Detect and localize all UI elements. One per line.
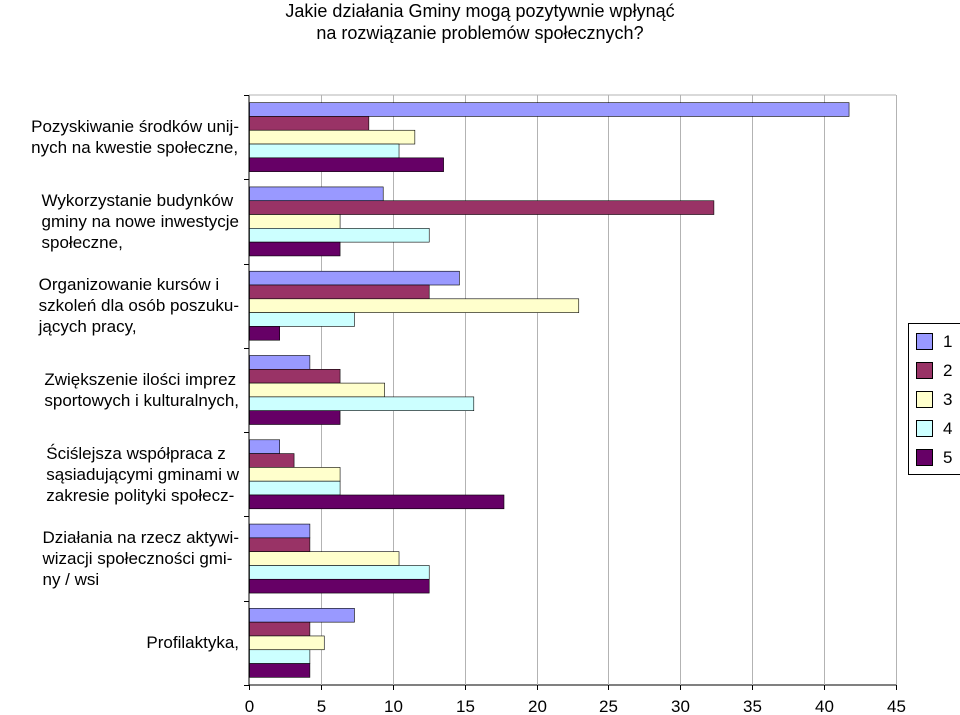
bar-series-1-category-6 bbox=[249, 523, 311, 539]
chart-title-line-2: na rozwiązanie problemów społecznych? bbox=[316, 23, 644, 43]
x-tick-label: 40 bbox=[815, 697, 834, 715]
bar-series-2-category-2 bbox=[249, 200, 715, 215]
chart-title-line-1: Jakie działania Gminy mogą pozytywnie wp… bbox=[285, 1, 675, 21]
legend-item-5: 5 bbox=[916, 448, 960, 468]
bar-series-2-category-3 bbox=[249, 284, 430, 300]
bar-series-5-category-1 bbox=[249, 157, 444, 172]
bar-series-3-category-2 bbox=[249, 214, 341, 229]
bar-series-5-category-2 bbox=[249, 241, 341, 257]
legend-swatch bbox=[916, 333, 933, 350]
bar-series-3-category-5 bbox=[249, 467, 341, 482]
category-label-2: Wykorzystanie budynków gminy na nowe inw… bbox=[41, 191, 239, 252]
chart-title: Jakie działania Gminy mogą pozytywnie wp… bbox=[200, 0, 760, 44]
category-label-5: Ściślejsza współpraca z sąsiadującymi gm… bbox=[46, 444, 239, 505]
bar-series-1-category-3 bbox=[249, 270, 460, 286]
legend-label: 4 bbox=[943, 419, 953, 438]
x-tick-label: 45 bbox=[887, 697, 906, 715]
bar-series-1-category-7 bbox=[249, 608, 355, 623]
legend-item-2: 2 bbox=[916, 361, 960, 381]
bar-series-5-category-6 bbox=[249, 578, 430, 594]
legend-label: 2 bbox=[943, 361, 953, 380]
bar-series-5-category-7 bbox=[249, 663, 311, 678]
x-tick-label: 20 bbox=[528, 697, 547, 715]
category-label-7: Profilaktyka, bbox=[146, 633, 239, 652]
legend-item-1: 1 bbox=[916, 332, 960, 352]
bar-series-1-category-5 bbox=[249, 439, 280, 454]
legend-label: 5 bbox=[943, 448, 953, 467]
bar-series-3-category-6 bbox=[249, 551, 400, 566]
chart-legend: 1 2 3 4 5 bbox=[908, 323, 960, 475]
x-tick-label: 35 bbox=[743, 697, 762, 715]
category-label-3: Organizowanie kursów i szkoleń dla osób … bbox=[38, 275, 239, 336]
category-label-4: Zwiększenie ilości imprez sportowych i k… bbox=[44, 370, 239, 410]
bar-series-3-category-1 bbox=[249, 129, 416, 145]
legend-item-3: 3 bbox=[916, 390, 960, 410]
bar-series-4-category-4 bbox=[249, 396, 475, 411]
bar-series-1-category-2 bbox=[249, 186, 384, 202]
bar-series-2-category-1 bbox=[249, 116, 370, 131]
x-tick-label: 5 bbox=[317, 697, 326, 715]
bar-series-5-category-3 bbox=[249, 326, 280, 341]
legend-swatch bbox=[916, 391, 933, 408]
bar-series-4-category-2 bbox=[249, 228, 430, 243]
bar-series-4-category-6 bbox=[249, 565, 430, 580]
bar-series-5-category-4 bbox=[249, 410, 341, 425]
legend-label: 1 bbox=[943, 332, 953, 351]
category-label-1: Pozyskiwanie środków unij- nych na kwest… bbox=[31, 117, 239, 157]
bar-series-4-category-1 bbox=[249, 143, 400, 159]
bar-series-1-category-4 bbox=[249, 355, 311, 370]
legend-item-4: 4 bbox=[916, 419, 960, 439]
bar-series-4-category-3 bbox=[249, 312, 355, 327]
bar-series-3-category-7 bbox=[249, 635, 325, 651]
bar-series-1-category-1 bbox=[249, 102, 850, 117]
bar-series-2-category-6 bbox=[249, 537, 311, 552]
bar-series-4-category-7 bbox=[249, 649, 311, 664]
x-tick-label: 25 bbox=[599, 697, 618, 715]
legend-swatch bbox=[916, 420, 933, 437]
legend-label: 3 bbox=[943, 390, 953, 409]
bar-series-3-category-4 bbox=[249, 382, 385, 398]
x-tick-label: 10 bbox=[384, 697, 403, 715]
x-tick-label: 15 bbox=[456, 697, 475, 715]
legend-swatch bbox=[916, 362, 933, 379]
x-tick-label: 0 bbox=[245, 697, 254, 715]
bar-series-3-category-3 bbox=[249, 298, 580, 313]
category-label-6: Działania na rzecz aktywi- wizacji społe… bbox=[42, 528, 239, 589]
bar-series-2-category-4 bbox=[249, 368, 341, 384]
legend-swatch bbox=[916, 449, 933, 466]
bar-series-2-category-7 bbox=[249, 621, 311, 637]
x-tick-label: 30 bbox=[671, 697, 690, 715]
bar-series-2-category-5 bbox=[249, 453, 295, 468]
bar-series-5-category-5 bbox=[249, 494, 505, 510]
bar-series-4-category-5 bbox=[249, 480, 341, 496]
